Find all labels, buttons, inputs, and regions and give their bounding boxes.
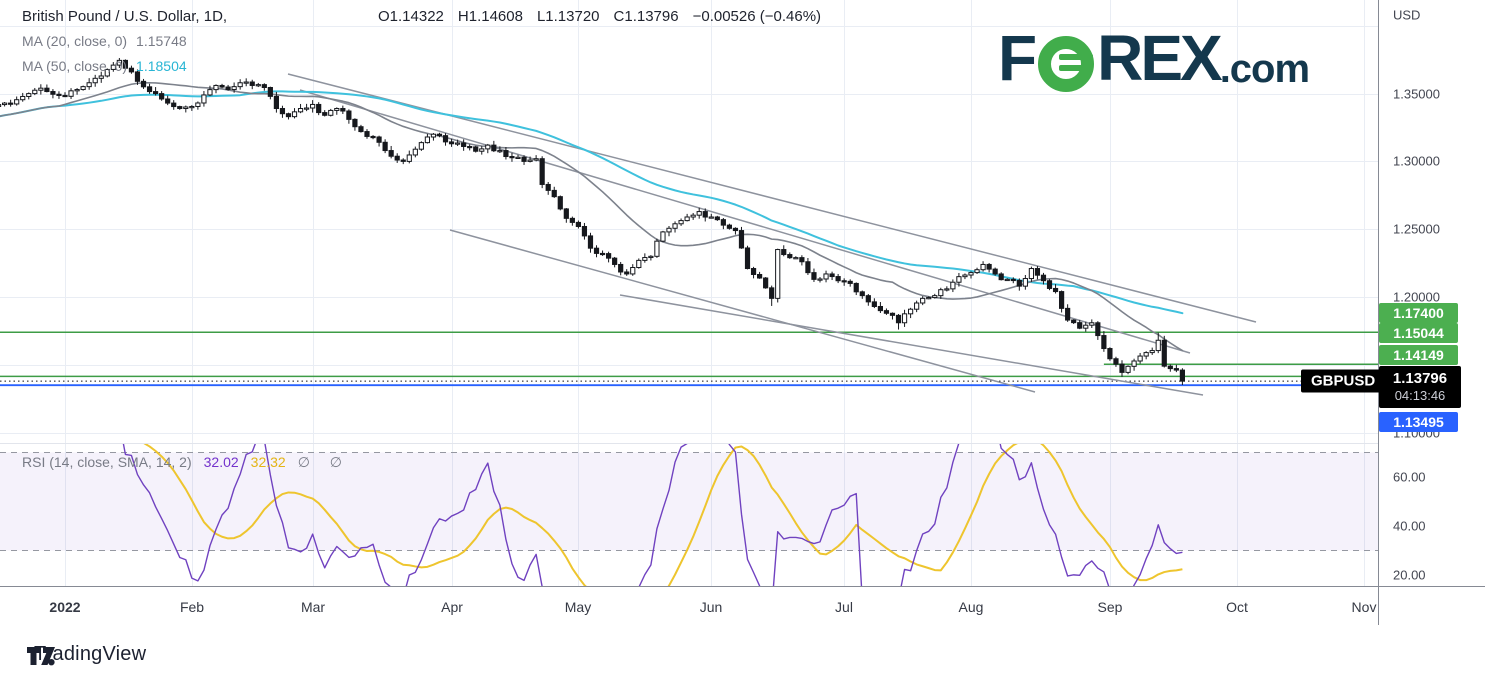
forex-logo-o-icon [1038, 36, 1095, 92]
forex-logo: F REX .com [998, 22, 1310, 94]
forex-logo-rex: REX [1097, 22, 1223, 94]
current-price-label: 1.13796 04:13:46 [1379, 366, 1461, 408]
symbol-title[interactable]: British Pound / U.S. Dollar, 1D, [22, 8, 228, 25]
price-tick: 1.30000 [1393, 153, 1440, 169]
ohlc-low: L1.13720 [536, 8, 600, 25]
axis-currency-label: USD [1393, 7, 1421, 23]
ohlc-change: −0.00526 (−0.46%) [692, 8, 822, 25]
time-axis-label: Jun [699, 599, 723, 615]
forex-logo-com: .com [1219, 47, 1310, 91]
forex-logo-f: F [998, 22, 1037, 94]
time-axis-label: Sep [1097, 599, 1123, 615]
ma20-value: 1.15748 [136, 33, 187, 49]
time-axis-label: Aug [958, 599, 984, 615]
price-tick: 1.35000 [1393, 86, 1440, 102]
rsi-tick: 20.00 [1393, 567, 1426, 583]
ma50-label: MA (50, close, 0) [22, 58, 128, 74]
time-axis-label: Feb [179, 599, 205, 615]
ma50-value: 1.18504 [136, 58, 187, 74]
time-axis-label: 2022 [49, 599, 81, 615]
ma20-legend[interactable]: MA (20, close, 0) 1.15748 [22, 33, 187, 49]
price-tick: 1.20000 [1393, 289, 1440, 305]
current-price-value: 1.13796 [1392, 369, 1448, 387]
time-axis-label: Mar [300, 599, 326, 615]
time-axis-label: Jul [835, 599, 853, 615]
tradingview-logo-text: TradingView [34, 643, 147, 665]
rsi-tick: 60.00 [1393, 469, 1426, 485]
rsi-label: RSI (14, close, SMA, 14, 2) [22, 454, 192, 470]
rsi-tick: 40.00 [1393, 518, 1426, 534]
rsi-legend[interactable]: RSI (14, close, SMA, 14, 2) 32.02 32.32 ∅ ∅ [22, 454, 350, 471]
ohlc-readout: O1.14322 H1.14608 L1.13720 C1.13796 −0.00526… [378, 8, 835, 25]
rsi-empty-values: ∅ ∅ [297, 454, 350, 470]
symbol-price-tag: GBPUSD [1301, 369, 1386, 393]
level-price-label: 1.17400 [1379, 303, 1458, 323]
tradingview-logo[interactable]: TradingView [26, 643, 146, 666]
time-axis-label: Apr [441, 599, 463, 615]
time-axis-label: May [564, 599, 592, 615]
ohlc-open: O1.14322 [378, 8, 444, 25]
ma50-legend[interactable]: MA (50, close, 0) 1.18504 [22, 58, 187, 74]
time-axis-label: Oct [1226, 599, 1248, 615]
ohlc-high: H1.14608 [457, 8, 523, 25]
price-tick: 1.25000 [1393, 221, 1440, 237]
level-price-label: 1.13495 [1379, 412, 1458, 432]
rsi-value: 32.02 [203, 454, 239, 470]
level-price-label: 1.15044 [1379, 323, 1458, 343]
time-axis-label: Nov [1351, 599, 1377, 615]
ohlc-close: C1.13796 [613, 8, 679, 25]
tradingview-logo-icon [27, 647, 55, 666]
level-price-label: 1.14149 [1379, 345, 1458, 365]
ma20-label: MA (20, close, 0) [22, 33, 128, 49]
rsi-sma-value: 32.32 [250, 454, 286, 470]
bar-countdown: 04:13:46 [1394, 388, 1446, 404]
